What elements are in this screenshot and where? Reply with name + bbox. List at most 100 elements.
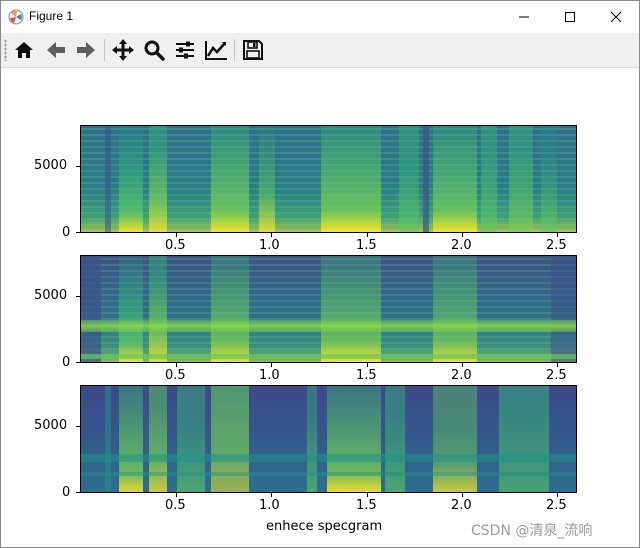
x-tick xyxy=(271,363,272,367)
speech-segment xyxy=(211,256,249,362)
close-button[interactable] xyxy=(593,1,639,33)
x-tick xyxy=(462,493,463,497)
spectrogram-enhanced[interactable] xyxy=(80,385,577,493)
figure-canvas[interactable]: 5000 0 5000 0 5000 0 0.5 1.0 1.5 2.0 2.5… xyxy=(1,68,639,547)
zoom-icon xyxy=(144,40,165,61)
speech-segment xyxy=(541,126,557,232)
home-icon xyxy=(15,42,33,58)
x-tick xyxy=(557,363,558,367)
minimize-button[interactable] xyxy=(501,1,547,33)
x-tick-label: 0.5 xyxy=(165,238,186,253)
speech-segment xyxy=(149,256,167,362)
x-tick xyxy=(176,363,177,367)
y-tick-label: 0 xyxy=(62,355,71,370)
x-tick xyxy=(176,233,177,237)
customize-icon xyxy=(205,41,227,60)
speech-segment xyxy=(433,386,477,492)
speech-segment xyxy=(119,126,143,232)
subplots-icon xyxy=(176,41,194,59)
window-title: Figure 1 xyxy=(29,9,74,23)
save-button[interactable] xyxy=(239,36,267,64)
x-tick-label: 2.0 xyxy=(451,238,472,253)
x-tick-label: 1.0 xyxy=(259,498,280,513)
speech-segment xyxy=(119,256,143,362)
x-tick-label: 2.0 xyxy=(451,498,472,513)
speech-segment xyxy=(321,256,381,362)
toolbar-separator xyxy=(234,39,235,61)
forward-icon xyxy=(77,42,95,58)
speech-segment xyxy=(327,386,381,492)
residual-noise-band xyxy=(81,472,576,476)
x-tick-label: 2.5 xyxy=(546,368,567,383)
x-tick xyxy=(271,233,272,237)
y-tick xyxy=(76,492,80,493)
speech-segment xyxy=(211,386,249,492)
x-axis-label: enhece specgram xyxy=(266,519,383,534)
speech-segment xyxy=(81,256,101,362)
x-tick xyxy=(367,233,368,237)
back-icon xyxy=(47,42,65,58)
maximize-button[interactable] xyxy=(547,1,593,33)
y-tick-label: 0 xyxy=(62,485,71,500)
customize-button[interactable] xyxy=(202,36,230,64)
y-tick-label: 5000 xyxy=(34,418,68,433)
speech-segment xyxy=(433,126,477,232)
speech-segment xyxy=(385,386,405,492)
tonal-noise-band xyxy=(81,354,576,359)
save-icon xyxy=(243,40,263,60)
x-tick xyxy=(367,493,368,497)
x-tick-label: 2.5 xyxy=(546,238,567,253)
x-tick-label: 0.5 xyxy=(165,498,186,513)
y-tick xyxy=(76,362,80,363)
x-tick-label: 0.5 xyxy=(165,368,186,383)
speech-segment xyxy=(433,256,477,362)
y-tick xyxy=(76,166,80,167)
title-bar[interactable]: Figure 1 xyxy=(1,1,639,33)
speech-segment xyxy=(211,126,249,232)
y-tick-label: 5000 xyxy=(34,158,68,173)
home-button[interactable] xyxy=(10,36,38,64)
x-tick-label: 1.0 xyxy=(259,238,280,253)
minimize-icon xyxy=(519,16,529,18)
speech-segment xyxy=(307,386,317,492)
x-tick-label: 2.0 xyxy=(451,368,472,383)
y-tick xyxy=(76,232,80,233)
forward-button[interactable] xyxy=(72,36,100,64)
maximize-icon xyxy=(565,12,575,22)
spectrogram-interference[interactable] xyxy=(80,255,577,363)
speech-segment xyxy=(481,126,497,232)
speech-segment xyxy=(119,386,143,492)
csdn-watermark: CSDN @清泉_流响 xyxy=(471,523,593,539)
speech-segment xyxy=(149,126,167,232)
toolbar-grip[interactable] xyxy=(4,39,7,61)
back-button[interactable] xyxy=(42,36,70,64)
x-tick-label: 2.5 xyxy=(546,498,567,513)
speech-segment xyxy=(105,126,111,232)
x-tick-label: 1.5 xyxy=(356,498,377,513)
speech-segment xyxy=(399,126,419,232)
toolbar-separator xyxy=(104,39,105,61)
pan-icon xyxy=(112,39,134,61)
x-tick-label: 1.5 xyxy=(356,238,377,253)
pan-button[interactable] xyxy=(109,36,137,64)
y-tick xyxy=(76,296,80,297)
navigation-toolbar xyxy=(1,33,639,68)
x-tick-label: 1.5 xyxy=(356,368,377,383)
x-tick xyxy=(557,493,558,497)
y-tick xyxy=(76,426,80,427)
speech-segment xyxy=(105,386,111,492)
close-icon xyxy=(610,11,622,23)
speech-segment xyxy=(321,126,381,232)
speech-segment xyxy=(259,126,275,232)
x-tick xyxy=(271,493,272,497)
spectrogram-noisy[interactable] xyxy=(80,125,577,233)
y-tick-label: 5000 xyxy=(34,288,68,303)
speech-segment xyxy=(509,126,533,232)
subplots-button[interactable] xyxy=(171,36,199,64)
x-tick xyxy=(367,363,368,367)
x-tick xyxy=(462,363,463,367)
speech-segment xyxy=(177,386,205,492)
zoom-button[interactable] xyxy=(140,36,168,64)
tonal-noise-band xyxy=(81,320,576,332)
